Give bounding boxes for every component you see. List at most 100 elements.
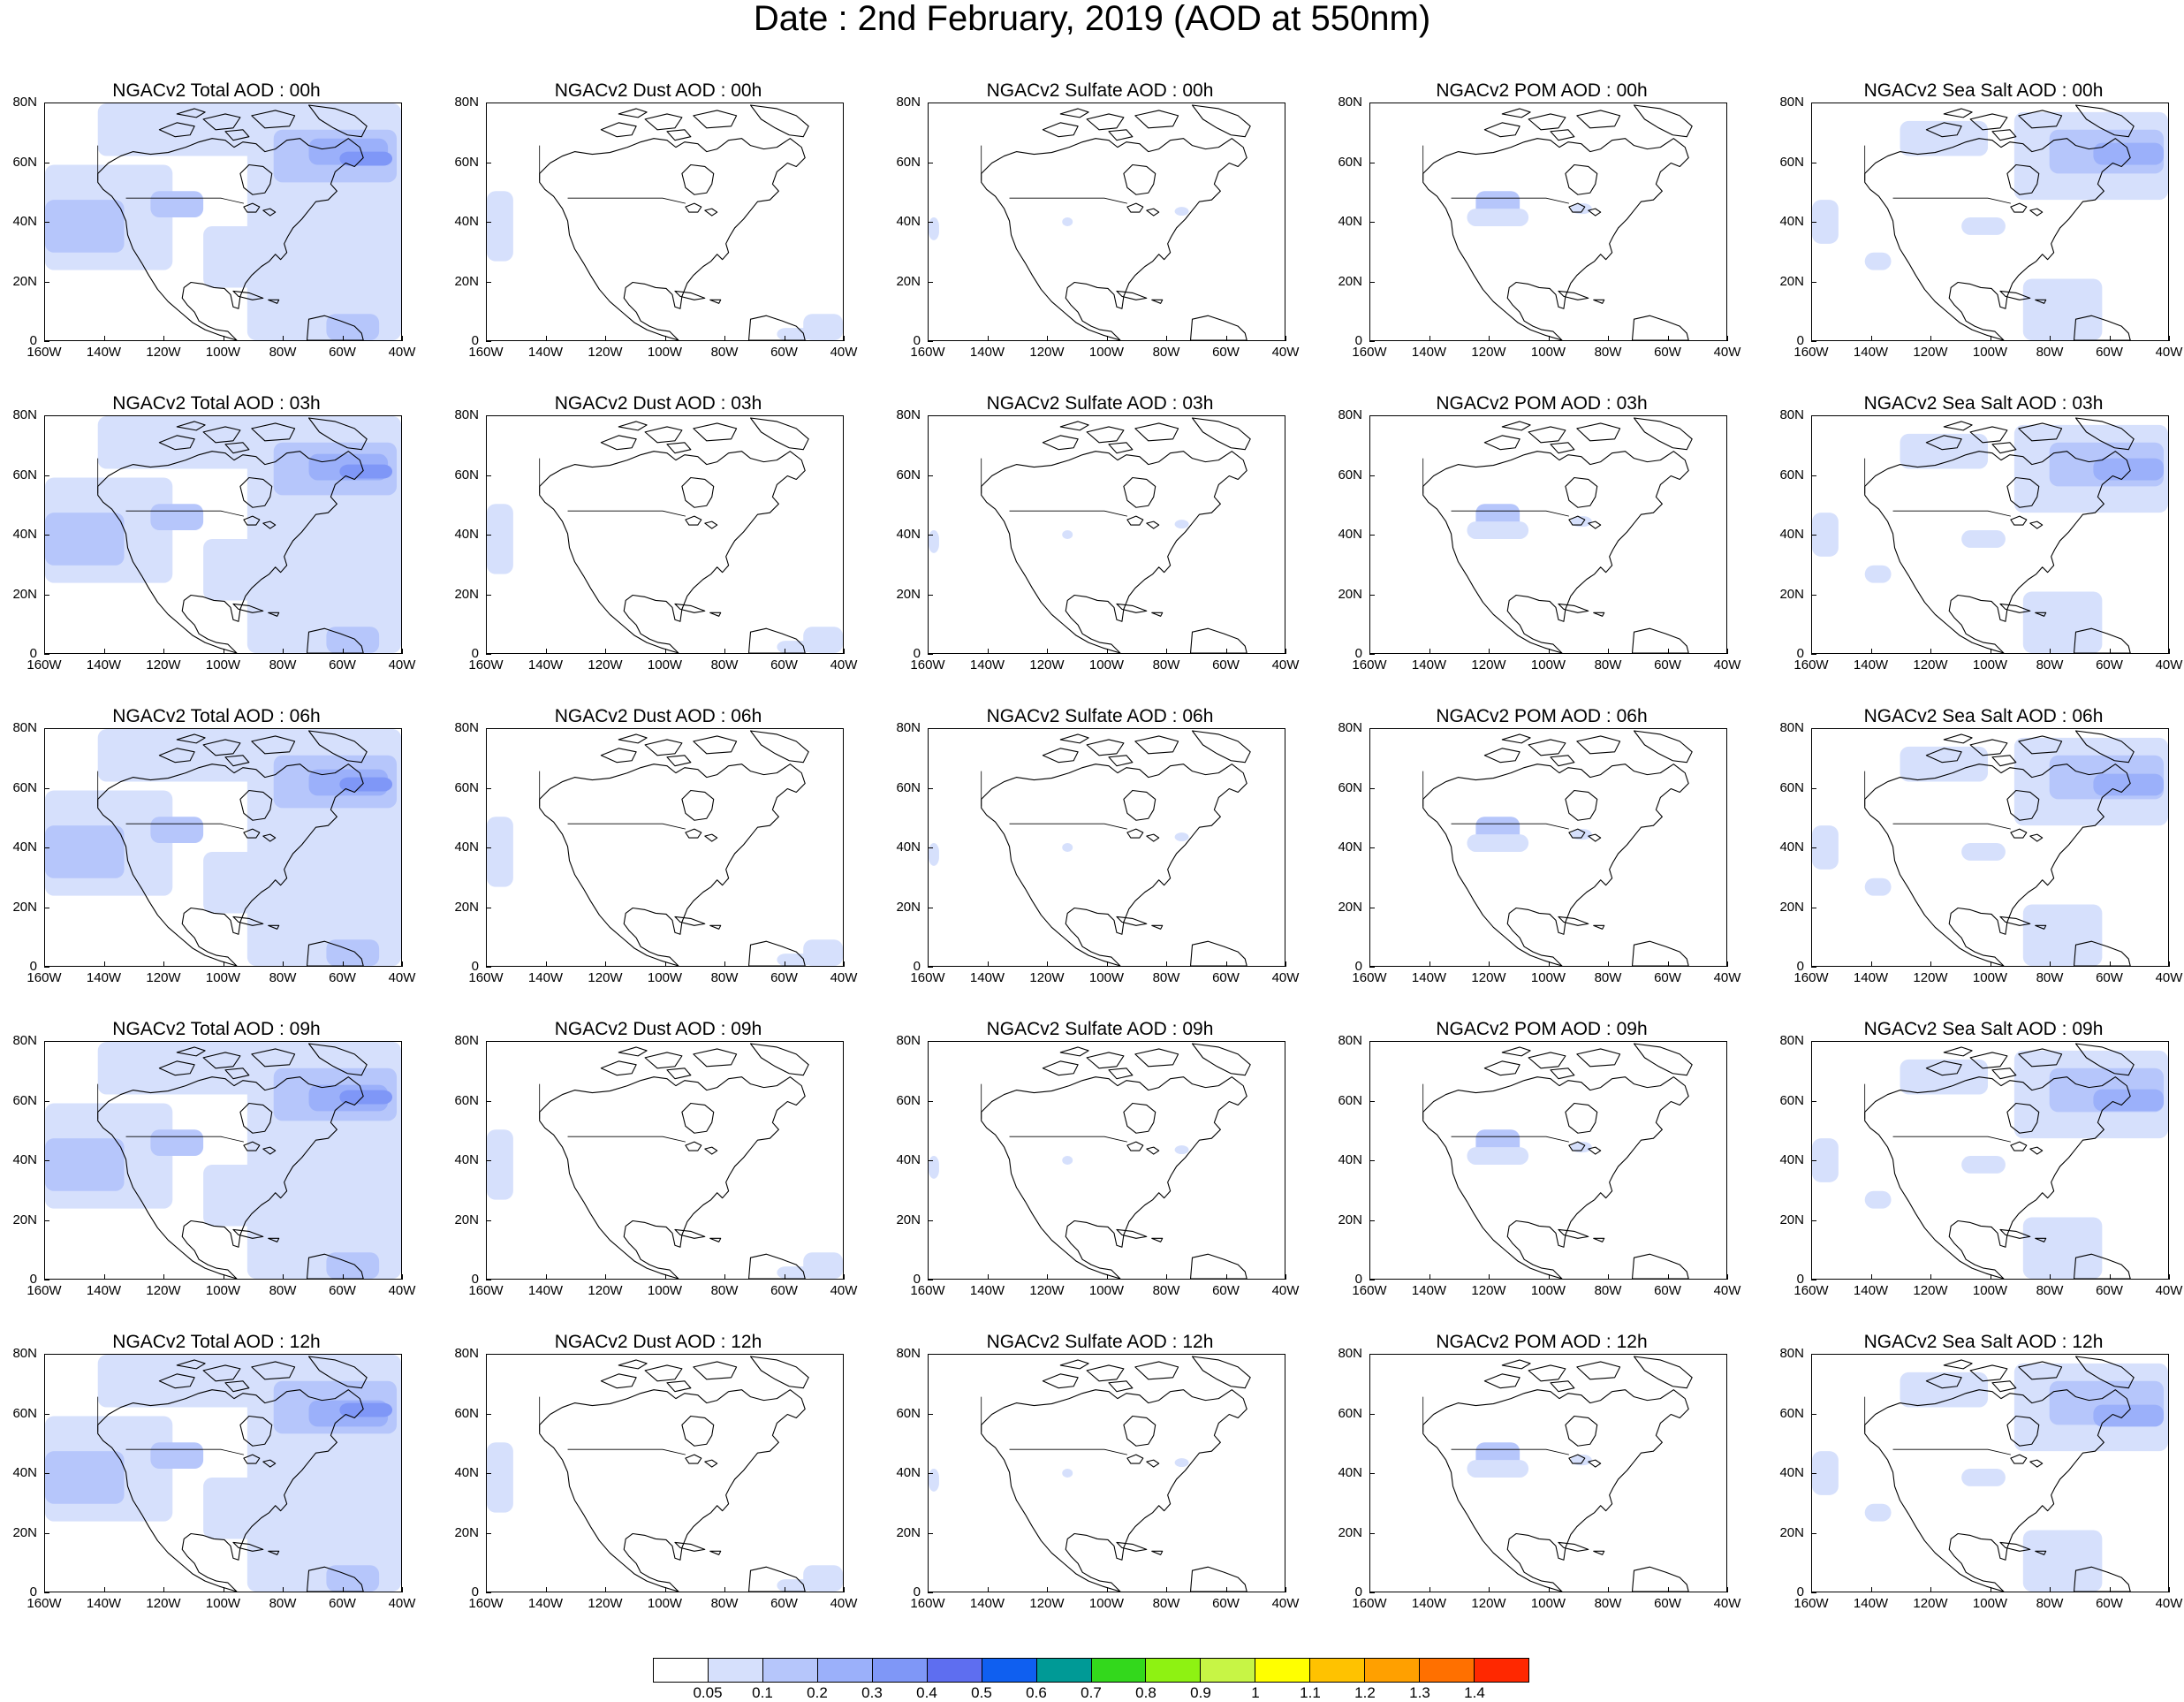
lat-tick [44,415,49,416]
lat-tick [1369,967,1375,968]
lon-tick-label: 160W [1352,1283,1387,1298]
lon-tick-label: 140W [527,1596,564,1611]
aod-field-map [1812,1356,2168,1592]
colorbar-label: 1.1 [1300,1684,1321,1701]
lon-tick-label: 100W [205,970,241,985]
lat-tick [486,847,491,848]
lat-tick [44,967,49,968]
lon-tick [103,961,105,967]
country-border [539,145,686,204]
lon-tick [2050,1274,2051,1280]
map-plot-area [1369,728,1727,967]
panel-title: NGACv2 Sulfate AOD : 09h [986,1019,1214,1039]
lat-tick-label: 40N [896,1465,921,1480]
panel-title: NGACv2 Sulfate AOD : 12h [986,1332,1214,1352]
lon-tick [2169,649,2170,654]
lon-tick-label: 80W [2036,970,2064,985]
aod-shade-region [803,627,843,653]
map-plot-area [486,415,844,654]
lon-tick [44,1587,45,1592]
aod-shade-region [1062,843,1073,852]
lon-tick-label: 80W [710,1283,739,1298]
colorbar-label: 1.4 [1464,1684,1485,1701]
coastline [981,104,1251,340]
map-panel: NGACv2 Sea Salt AOD : 03h 80N 60N 40N 20N 0 16… [1767,392,2184,706]
lat-tick-label: 0 [913,1272,921,1287]
lon-tick-label: 40W [1271,970,1300,985]
lon-tick [402,649,403,654]
country-border [981,771,1128,830]
lat-tick [928,1041,933,1042]
colorbar-label: 0.3 [861,1684,883,1701]
lon-tick-label: 160W [468,345,504,360]
lon-tick-label: 80W [2036,1596,2064,1611]
lat-tick-label: 20N [1779,899,1804,915]
lon-tick [664,1587,666,1592]
lat-tick [1369,787,1375,789]
lat-tick-label: 40N [896,840,921,855]
lat-tick-label: 60N [454,154,479,170]
lon-tick [1811,336,1812,341]
lat-tick [1811,1413,1816,1415]
aod-shade-region [2022,591,2103,653]
colorbar-swatch [1365,1659,1421,1682]
coastline [539,417,809,653]
lon-tick-label: 120W [588,1596,623,1611]
aod-shade-region [777,641,813,653]
lon-tick-label: 80W [1152,1283,1180,1298]
aod-shade-region [45,200,125,253]
map-plot-area [928,728,1285,967]
lat-tick-label: 60N [1338,1405,1362,1421]
map-plot-area [1811,103,2169,341]
lon-tick-label: 80W [2036,1283,2064,1298]
lat-tick [1811,222,1816,223]
aod-shade-region [803,939,843,966]
lon-tick [1225,649,1227,654]
lon-tick [987,1274,989,1280]
lon-tick [1727,1587,1728,1592]
aod-shade-region [487,817,513,887]
aod-shade-region [1864,565,1892,583]
lon-tick [1106,649,1108,654]
lat-tick-label: 0 [913,959,921,974]
lon-tick-label: 160W [468,657,504,672]
lon-tick [342,1587,344,1592]
map-panel: NGACv2 Dust AOD : 00h 80N 60N 40N 20N 0 160W 14… [442,80,883,393]
lat-tick [486,341,491,342]
colorbar-label: 0.5 [971,1684,992,1701]
lon-tick-label: 160W [27,1596,62,1611]
lat-tick-label: 40N [454,1465,479,1480]
lat-tick-label: 20N [454,899,479,915]
lon-tick [1930,1587,1931,1592]
map-panel: NGACv2 Sulfate AOD : 00h 80N 60N 40N 20N 0 160… [883,80,1325,393]
aod-shade-region [203,225,274,288]
lon-tick [103,649,105,654]
lon-tick-label: 140W [1411,970,1447,985]
lat-tick-label: 80N [1779,407,1804,422]
lon-tick [1285,649,1286,654]
aod-shade-region [1174,520,1189,529]
lat-tick-label: 80N [896,95,921,110]
colorbar-label: 1.3 [1409,1684,1430,1701]
colorbar-swatch [1201,1659,1256,1682]
panel-title: NGACv2 Dust AOD : 09h [554,1019,762,1039]
lon-tick-label: 60W [1654,1283,1681,1298]
aod-shade-region [2022,904,2103,966]
lon-tick [1667,1587,1669,1592]
lat-tick-label: 40N [1338,1152,1362,1167]
lon-tick [402,336,403,341]
lon-tick-label: 120W [146,657,181,672]
panel-title: NGACv2 POM AOD : 00h [1436,80,1648,101]
map-plot-area [1811,415,2169,654]
lon-tick-label: 100W [647,1283,683,1298]
lon-tick [1429,649,1430,654]
aod-shade-region [1062,530,1073,539]
lon-tick-label: 40W [830,1283,858,1298]
colorbar-swatch [817,1659,873,1682]
lat-tick-label: 20N [454,273,479,289]
country-border [539,771,686,830]
map-plot-area [1369,1041,1727,1280]
aod-shade-region [1467,521,1529,539]
panel-title: NGACv2 Sea Salt AOD : 03h [1863,393,2104,414]
lat-tick [486,654,491,655]
